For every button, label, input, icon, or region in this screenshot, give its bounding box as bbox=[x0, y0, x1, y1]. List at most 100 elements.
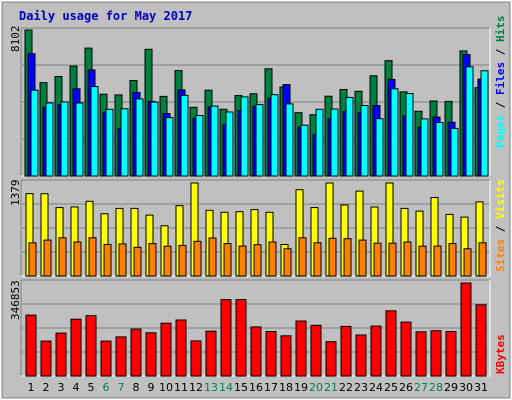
kbytes-bar bbox=[340, 325, 352, 377]
legend-hits: Hits bbox=[494, 16, 507, 43]
pages-bar bbox=[195, 115, 204, 177]
pages-bar bbox=[165, 117, 174, 177]
pages-bar bbox=[450, 127, 459, 177]
kbytes-bar bbox=[190, 340, 202, 377]
pages-bar bbox=[135, 98, 144, 177]
day-label: 29 bbox=[444, 381, 458, 394]
kbytes-bar bbox=[445, 331, 457, 377]
day-label: 3 bbox=[58, 381, 65, 394]
legend-separator: / bbox=[494, 95, 507, 115]
sites-bar bbox=[73, 241, 82, 277]
kbytes-bar bbox=[295, 320, 307, 377]
day-label: 12 bbox=[189, 381, 203, 394]
kbytes-bars bbox=[25, 282, 487, 377]
kbytes-bar bbox=[385, 310, 397, 377]
legend-kbytes: KBytes bbox=[494, 334, 507, 374]
pages-bar bbox=[330, 108, 339, 177]
pages-bar bbox=[180, 94, 189, 177]
kbytes-bar bbox=[310, 324, 322, 377]
kbytes-bar bbox=[160, 322, 172, 377]
kbytes-bar bbox=[145, 332, 157, 377]
day-label: 20 bbox=[309, 381, 323, 394]
kbytes-bar bbox=[475, 304, 487, 377]
pages-bar bbox=[225, 111, 234, 177]
legend-files: Files bbox=[494, 62, 507, 95]
day-label: 9 bbox=[148, 381, 155, 394]
day-label: 23 bbox=[354, 381, 368, 394]
day-label: 18 bbox=[279, 381, 293, 394]
kbytes-bar bbox=[100, 340, 112, 377]
legend-pages: Pages bbox=[494, 115, 507, 148]
kbytes-bar bbox=[430, 330, 442, 377]
legend-separator: / bbox=[494, 219, 507, 239]
sites-bar bbox=[208, 237, 217, 277]
sites-bar bbox=[418, 245, 427, 277]
kbytes-bar bbox=[400, 321, 412, 377]
sites-bar bbox=[358, 239, 367, 277]
day-label: 11 bbox=[174, 381, 188, 394]
sites-bar bbox=[268, 241, 277, 277]
pages-bar bbox=[45, 102, 54, 177]
kbytes-bar bbox=[25, 314, 37, 377]
day-label: 2 bbox=[43, 381, 50, 394]
pages-bar bbox=[90, 86, 99, 177]
sites-bar bbox=[103, 243, 112, 277]
sites-bar bbox=[118, 243, 127, 277]
day-label: 26 bbox=[399, 381, 413, 394]
visits-sites-bars bbox=[25, 182, 487, 277]
pages-bar bbox=[210, 105, 219, 177]
day-label: 21 bbox=[324, 381, 338, 394]
day-label: 4 bbox=[73, 381, 80, 394]
sites-bar bbox=[253, 244, 262, 277]
day-label: 19 bbox=[294, 381, 308, 394]
sites-bar bbox=[283, 248, 292, 277]
day-label: 30 bbox=[459, 381, 473, 394]
day-label: 16 bbox=[249, 381, 263, 394]
day-label: 5 bbox=[88, 381, 95, 394]
legend-visits: Visits bbox=[494, 179, 507, 219]
pages-bar bbox=[285, 103, 294, 177]
day-label: 7 bbox=[118, 381, 125, 394]
pages-bar bbox=[465, 66, 474, 177]
sites-bar bbox=[313, 242, 322, 277]
sites-bar bbox=[463, 248, 472, 277]
sites-bar bbox=[478, 242, 487, 277]
kbytes-bar bbox=[205, 330, 217, 377]
day-label: 6 bbox=[103, 381, 110, 394]
sites-bar bbox=[433, 245, 442, 277]
kbytes-bar bbox=[325, 341, 337, 377]
kbytes-bar bbox=[265, 331, 277, 377]
day-label: 24 bbox=[369, 381, 383, 394]
pages-bar bbox=[105, 108, 114, 177]
sites-bar bbox=[298, 237, 307, 277]
kbytes-bar bbox=[115, 336, 127, 377]
pages-bar bbox=[150, 101, 159, 177]
sites-bar bbox=[43, 239, 52, 277]
sites-bar bbox=[343, 238, 352, 277]
visits-max-label: 1379 bbox=[9, 180, 22, 207]
chart-title: Daily usage for May 2017 bbox=[19, 9, 192, 23]
pages-bar bbox=[405, 93, 414, 177]
kbytes-bar bbox=[40, 340, 52, 377]
kbytes-bar bbox=[85, 315, 97, 377]
pages-bar bbox=[390, 88, 399, 177]
day-label: 27 bbox=[414, 381, 428, 394]
kbytes-bar bbox=[355, 334, 367, 377]
visits-sites-panel bbox=[20, 179, 491, 277]
pages-bar bbox=[255, 104, 264, 177]
kbytes-bar bbox=[55, 332, 67, 377]
sites-bar bbox=[388, 242, 397, 277]
sites-bar bbox=[133, 246, 142, 277]
day-label: 31 bbox=[474, 381, 488, 394]
day-label: 10 bbox=[159, 381, 173, 394]
pages-bar bbox=[375, 118, 384, 177]
sites-bar bbox=[373, 242, 382, 277]
kbytes-bar bbox=[235, 299, 247, 377]
kbytes-bar bbox=[280, 335, 292, 377]
sites-bar bbox=[448, 243, 457, 277]
sites-bar bbox=[88, 237, 97, 277]
sites-bar bbox=[238, 245, 247, 277]
pages-bar bbox=[360, 105, 369, 177]
